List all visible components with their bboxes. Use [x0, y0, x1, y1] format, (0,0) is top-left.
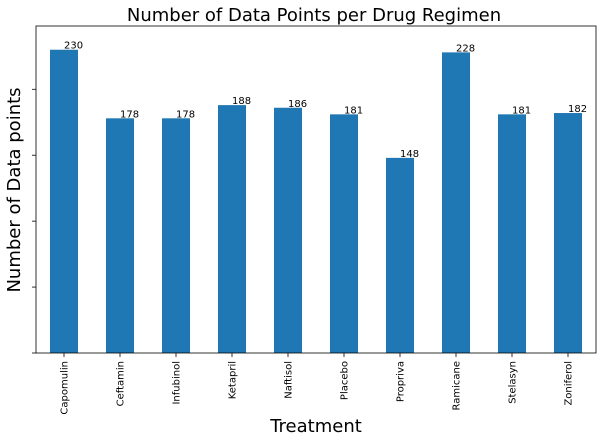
x-tick-label: Ceftamin — [116, 361, 127, 406]
bar — [50, 49, 78, 353]
data-labels: 230 178 178 188 186 181 148 228 181 182 — [64, 41, 587, 160]
data-label: 181 — [512, 105, 531, 116]
bar — [274, 107, 302, 353]
data-label: 148 — [400, 149, 419, 160]
bar — [330, 114, 358, 353]
data-label: 178 — [120, 109, 139, 120]
x-tick-label: Capomulin — [60, 361, 71, 415]
x-tick-label: Ramicane — [452, 361, 463, 411]
data-label: 228 — [456, 43, 475, 54]
data-label: 188 — [232, 96, 251, 107]
x-ticks: Capomulin Ceftamin Infubinol Ketapril Naftis… — [60, 353, 575, 415]
data-label: 178 — [176, 109, 195, 120]
bar — [218, 105, 246, 353]
data-label: 182 — [568, 104, 587, 115]
bar — [162, 118, 190, 353]
chart-title: Number of Data Points per Drug Regimen — [127, 5, 501, 26]
x-tick-label: Stelasyn — [508, 361, 519, 404]
y-axis-label: Number of Data points — [4, 87, 25, 292]
bar — [106, 118, 134, 353]
y-ticks — [32, 88, 36, 354]
bar — [442, 52, 470, 353]
plot-frame — [35, 25, 597, 354]
bar — [554, 113, 582, 353]
x-tick-label: Placebo — [340, 361, 351, 400]
x-tick-label: Propriva — [396, 361, 407, 402]
x-tick-label: Ketapril — [228, 361, 239, 399]
x-tick-label: Naftisol — [284, 361, 295, 399]
x-axis-label: Treatment — [269, 416, 362, 437]
bar — [386, 157, 414, 353]
bars — [50, 49, 582, 353]
x-tick-label: Infubinol — [172, 361, 183, 405]
data-label: 186 — [288, 99, 307, 110]
x-tick-label: Zoniferol — [564, 361, 575, 406]
bar — [498, 114, 526, 353]
data-label: 181 — [344, 105, 363, 116]
data-label: 230 — [64, 41, 83, 52]
